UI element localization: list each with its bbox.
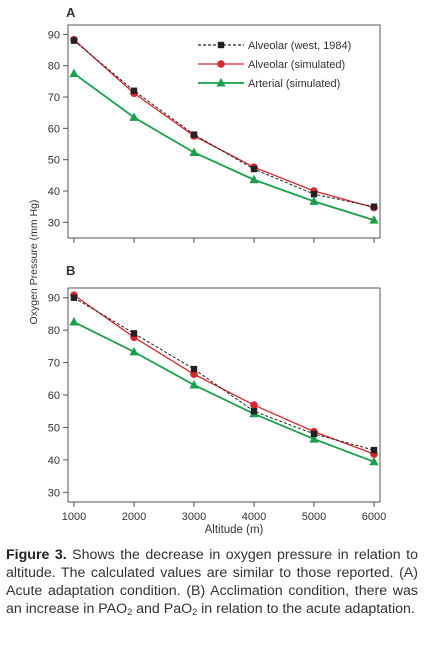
x-tick-label: 4000 [242, 511, 266, 523]
legend-label: Alveolar (west, 1984) [248, 40, 351, 52]
data-point-triangle [69, 317, 79, 326]
x-axis-label: Altitude (m) [205, 524, 264, 536]
caption-text-3: in relation to the acute adaptation. [197, 601, 415, 617]
caption-sub-2: 2 [192, 607, 198, 617]
y-tick-label: 80 [48, 61, 60, 73]
data-point-triangle [129, 112, 139, 121]
series-line-triangle [73, 321, 375, 463]
caption-text-1: Shows the decrease in oxygen pressure in… [6, 547, 418, 617]
x-tick-label: 1000 [62, 511, 86, 523]
y-tick-label: 90 [48, 29, 60, 41]
panel-b: B 30 40 50 60 70 80 90 1000 2000 3000 4000 5000 6000 [48, 263, 386, 523]
caption-text-2: and PaO [132, 601, 193, 617]
series-line-square [73, 40, 375, 208]
x-tick-label: 2000 [122, 511, 146, 523]
data-point-square [190, 131, 198, 138]
data-point-triangle [249, 174, 259, 184]
data-point-square [70, 37, 78, 44]
panel-a: A 30 40 50 60 70 80 90 Alveolar (west, 1984) Alve… [48, 5, 381, 243]
data-point-square [70, 294, 78, 301]
x-tick-label: 6000 [362, 511, 386, 523]
y-tick-label: 90 [48, 293, 60, 305]
y-tick-label: 50 [48, 422, 60, 434]
data-point-triangle [369, 456, 379, 466]
data-point-circle [250, 401, 258, 409]
data-point-square [310, 190, 318, 198]
legend-label: Arterial (simulated) [248, 78, 340, 90]
y-tick-label: 30 [48, 487, 60, 499]
y-tick-label: 50 [48, 155, 60, 167]
data-point-triangle [69, 68, 79, 78]
data-point-square [250, 165, 258, 173]
data-point-circle [190, 370, 198, 379]
caption-sub-1: 2 [127, 607, 133, 617]
y-tick-label: 30 [48, 217, 60, 229]
panel-label: A [66, 5, 76, 20]
y-tick-label: 40 [48, 186, 60, 198]
data-point-square [310, 430, 318, 438]
caption-label: Figure 3. [6, 547, 67, 563]
data-point-triangle [129, 346, 139, 356]
data-point-square [250, 408, 258, 415]
plot-frame [67, 287, 381, 503]
y-tick-label: 60 [48, 390, 60, 402]
data-point-triangle [369, 215, 379, 224]
plot-frame [67, 24, 381, 239]
data-point-square [130, 330, 138, 337]
y-axis-label: Oxygen Pressure (mm Hg) [28, 200, 40, 325]
y-tick-label: 60 [48, 123, 60, 135]
legend-marker-triangle [216, 78, 226, 87]
data-point-square [190, 365, 198, 373]
x-tick-label: 5000 [302, 511, 326, 523]
data-point-square [130, 87, 138, 94]
data-point-square [370, 203, 378, 210]
y-tick-label: 80 [48, 325, 60, 337]
y-tick-label: 70 [48, 358, 60, 370]
data-point-triangle [189, 147, 199, 156]
figure-chart: A 30 40 50 60 70 80 90 Alveolar (west, 1984) Alve… [28, 5, 386, 536]
data-point-square [370, 446, 378, 454]
legend-label: Alveolar (simulated) [248, 59, 345, 71]
legend-marker-square [217, 41, 225, 49]
data-point-triangle [309, 196, 319, 205]
y-tick-label: 70 [48, 92, 60, 104]
panel-label: B [66, 263, 75, 278]
data-point-triangle [309, 434, 319, 443]
y-tick-label: 40 [48, 455, 60, 467]
series-line-circle [73, 294, 375, 455]
data-point-triangle [189, 379, 199, 389]
legend-marker-circle [217, 60, 225, 68]
series-line-square [73, 297, 375, 451]
figure-caption: Figure 3. Shows the decrease in oxygen p… [6, 546, 418, 618]
x-tick-label: 3000 [182, 511, 206, 523]
series-line-triangle [73, 72, 375, 222]
